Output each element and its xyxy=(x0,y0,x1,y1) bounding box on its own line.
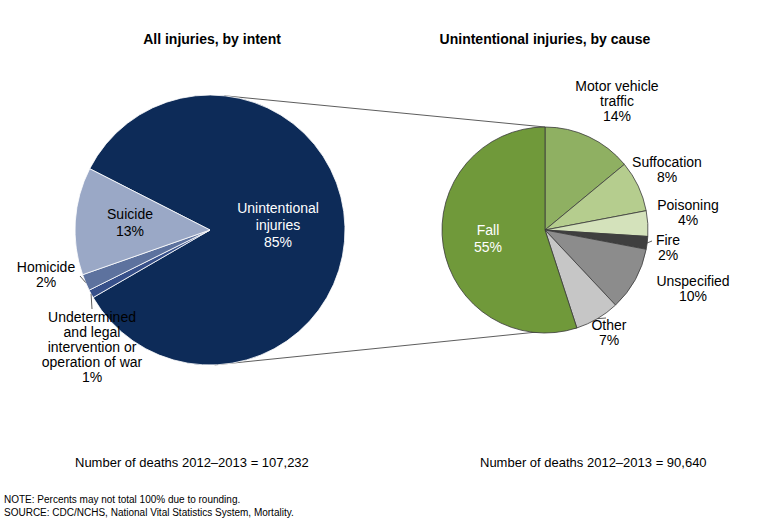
chart-title: Unintentional injuries, by cause xyxy=(440,31,651,47)
pie-chart: All injuries, by intent Unintentionalinju… xyxy=(17,31,345,470)
label-line: Homicide xyxy=(17,259,76,275)
category-label: Undeterminedand legalintervention oroper… xyxy=(42,309,143,370)
category-label: Fall xyxy=(477,222,500,238)
label-line: Suffocation xyxy=(632,154,702,170)
label-line: operation of war xyxy=(42,354,143,370)
category-label: Other xyxy=(591,317,626,333)
chart-title: All injuries, by intent xyxy=(143,31,281,47)
annotation: Number of deaths 2012–2013 = 107,232 xyxy=(75,455,309,470)
pie-chart: Unintentional injuries, by cause Motor ve… xyxy=(440,31,730,470)
category-label: Suicide xyxy=(107,206,153,222)
label-line: Motor vehicle xyxy=(575,78,658,94)
label-line: injuries xyxy=(256,217,300,233)
footnote: SOURCE: CDC/NCHS, National Vital Statist… xyxy=(4,507,294,518)
category-label: Homicide xyxy=(17,259,76,275)
label-line: Fall xyxy=(477,222,500,238)
data-label: 13% xyxy=(116,223,144,239)
label-line: Suicide xyxy=(107,206,153,222)
chart-canvas: All injuries, by intent Unintentionalinju… xyxy=(0,0,768,524)
category-label: Unspecified xyxy=(656,273,729,289)
leader-line xyxy=(647,241,652,243)
category-label: Unintentionalinjuries xyxy=(237,200,319,233)
label-line: Undetermined xyxy=(48,309,136,325)
label-line: traffic xyxy=(600,93,634,109)
data-label: 85% xyxy=(264,234,292,250)
slices xyxy=(442,127,648,333)
leader-line xyxy=(80,276,86,283)
data-label: 2% xyxy=(658,247,678,263)
leader-line xyxy=(91,294,93,309)
category-label: Poisoning xyxy=(657,197,719,213)
data-label: 4% xyxy=(678,212,698,228)
data-label: 14% xyxy=(603,108,631,124)
data-label: 2% xyxy=(36,274,56,290)
category-label: Suffocation xyxy=(632,154,702,170)
data-label: 1% xyxy=(82,369,102,385)
label-line: Poisoning xyxy=(657,197,719,213)
label-line: Unspecified xyxy=(656,273,729,289)
data-label: 10% xyxy=(679,288,707,304)
label-line: and legal xyxy=(64,324,121,340)
label-line: Other xyxy=(591,317,626,333)
pie-slice xyxy=(442,127,577,333)
annotation: Number of deaths 2012–2013 = 90,640 xyxy=(480,455,707,470)
data-label: 55% xyxy=(474,239,502,255)
category-label: Fire xyxy=(656,232,680,248)
label-line: intervention or xyxy=(48,339,137,355)
category-label: Motor vehicletraffic xyxy=(575,78,658,109)
data-label: 7% xyxy=(599,332,619,348)
label-line: Unintentional xyxy=(237,200,319,216)
footnote: NOTE: Percents may not total 100% due to… xyxy=(4,494,240,505)
data-label: 8% xyxy=(657,169,677,185)
label-line: Fire xyxy=(656,232,680,248)
pie-slice xyxy=(75,169,210,275)
